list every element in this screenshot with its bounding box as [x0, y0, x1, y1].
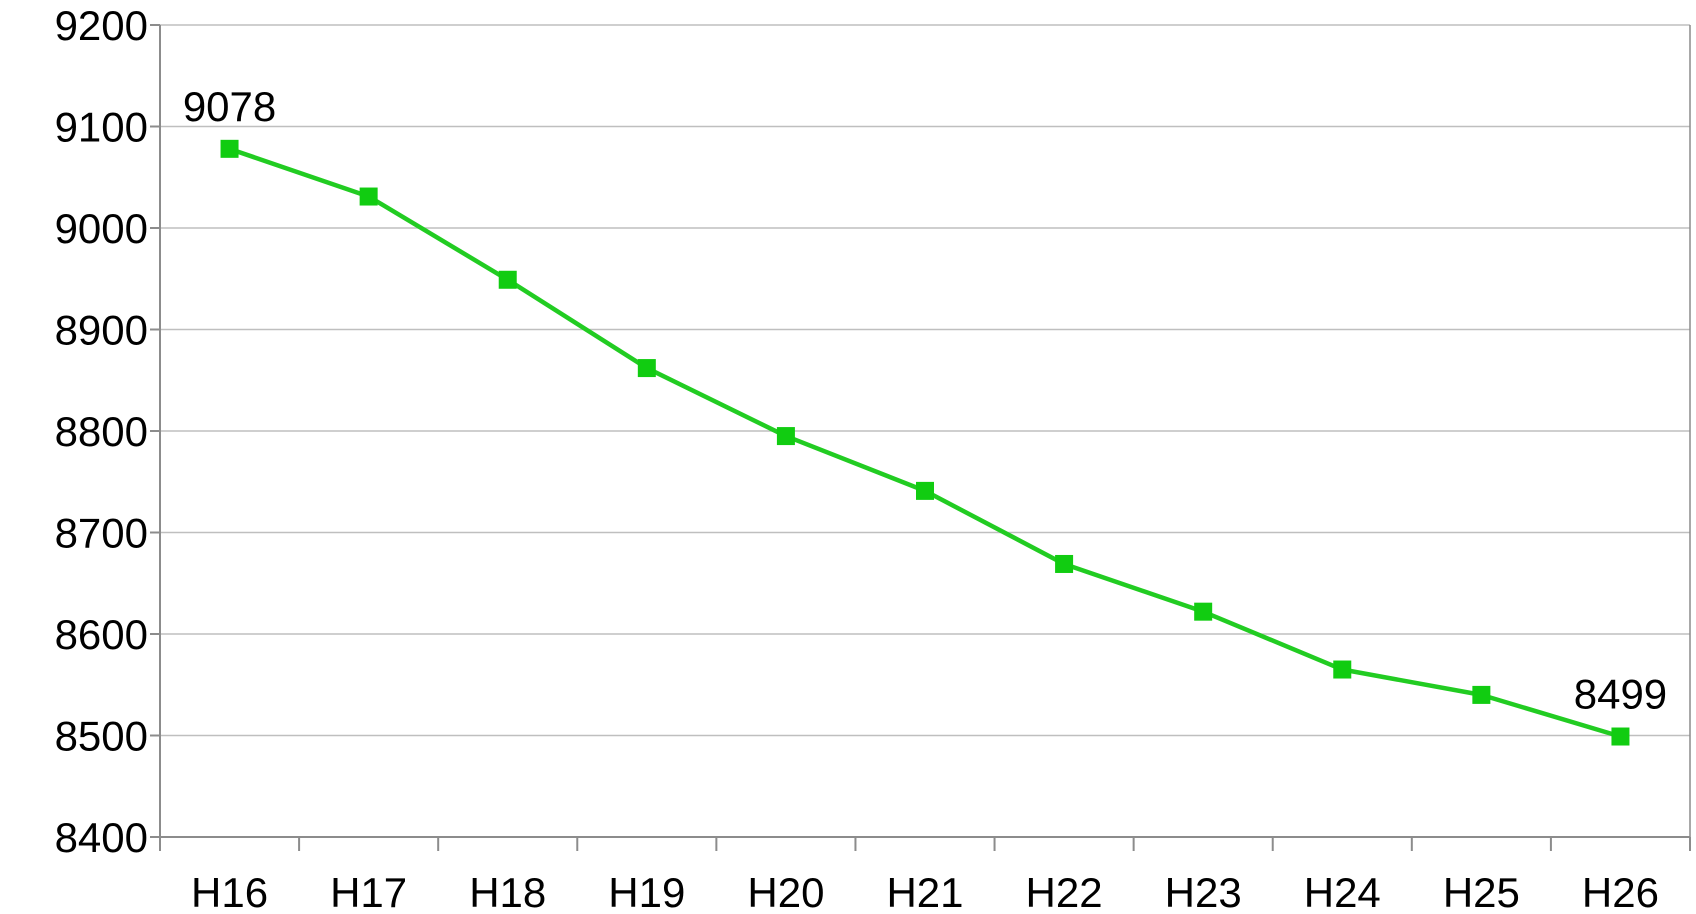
- x-tick-label: H21: [886, 869, 963, 914]
- y-tick-label: 8900: [55, 307, 148, 354]
- x-tick-label: H16: [191, 869, 268, 914]
- gridlines: [160, 24, 1690, 737]
- x-tick-label: H22: [1026, 869, 1103, 914]
- data-point-marker: [776, 427, 795, 446]
- x-tick-label: H19: [608, 869, 685, 914]
- data-labels: 9078 8499: [183, 83, 1667, 718]
- x-tick-label: H18: [469, 869, 546, 914]
- data-point-marker: [220, 139, 239, 158]
- x-tick-label: H23: [1165, 869, 1242, 914]
- data-label: 8499: [1574, 671, 1667, 718]
- data-point-marker: [359, 187, 378, 206]
- data-point-marker: [498, 270, 517, 289]
- y-axis-tick-labels: 8400 8500 8600 8700 8800 8900 9000 9100 9200: [55, 2, 148, 861]
- y-tick-label: 8800: [55, 408, 148, 455]
- x-tick-label: H25: [1443, 869, 1520, 914]
- data-point-marker: [916, 481, 934, 500]
- data-point-marker: [1611, 727, 1630, 746]
- x-tick-label: H20: [747, 869, 824, 914]
- data-point-marker: [1333, 660, 1352, 679]
- series-line: [228, 146, 1622, 739]
- series-line-path: [228, 146, 1622, 739]
- data-point-marker: [637, 359, 656, 378]
- x-axis-tick-labels: H16 H17 H18 H19 H20 H21 H22 H23 H24 H25 H26: [191, 869, 1659, 914]
- data-point-marker: [1194, 602, 1213, 621]
- x-tick-label: H26: [1582, 869, 1659, 914]
- x-tick-label: H17: [330, 869, 407, 914]
- axes: [150, 24, 1691, 851]
- series-markers: [220, 139, 1630, 746]
- x-tick-label: H24: [1304, 869, 1381, 914]
- data-label: 9078: [183, 83, 276, 130]
- y-tick-label: 8700: [55, 510, 148, 557]
- y-tick-label: 8500: [55, 713, 148, 760]
- data-point-marker: [1055, 554, 1074, 573]
- y-tick-label: 8400: [55, 814, 148, 861]
- y-tick-label: 9200: [55, 2, 148, 49]
- data-point-marker: [1472, 685, 1491, 704]
- y-tick-label: 9100: [55, 104, 148, 151]
- y-tick-label: 9000: [55, 205, 148, 252]
- y-tick-label: 8600: [55, 611, 148, 658]
